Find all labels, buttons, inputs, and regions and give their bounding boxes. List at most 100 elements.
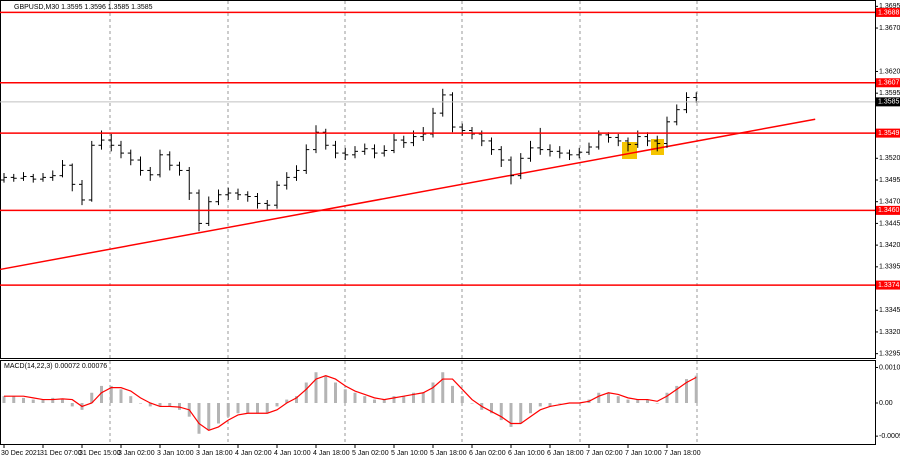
level-label: 1.3374 xyxy=(878,282,900,289)
macd-bar xyxy=(529,403,532,414)
macd-bar xyxy=(655,403,659,404)
y-tick-label: 1.3470 xyxy=(879,199,900,206)
y-tick-label: 1.3395 xyxy=(879,264,900,271)
macd-bar xyxy=(100,385,103,403)
macd-bar xyxy=(694,375,698,403)
macd-bar xyxy=(460,396,464,403)
x-tick-label: 5 Jan 02:00 xyxy=(352,450,389,457)
macd-bar xyxy=(246,403,250,414)
macd-bar xyxy=(61,399,64,403)
macd-bar xyxy=(304,382,308,403)
macd-bar xyxy=(382,399,386,403)
macd-bar xyxy=(665,392,669,403)
macd-bar xyxy=(158,403,162,407)
y-tick-label: 1.3670 xyxy=(879,25,900,32)
y-tick-label: 1.3445 xyxy=(879,220,900,227)
macd-bar xyxy=(597,392,601,403)
x-tick-label: 31 Dec 07:00 xyxy=(40,450,82,457)
macd-bar xyxy=(324,375,328,403)
macd-bar xyxy=(256,403,259,414)
macd-bar xyxy=(685,379,688,403)
macd-bar xyxy=(295,396,298,403)
day-separators xyxy=(109,1,698,444)
current-price-label: 1.3585 xyxy=(878,99,900,106)
macd-bar xyxy=(197,403,201,434)
macd-bar xyxy=(51,397,55,403)
macd-bar xyxy=(207,403,211,431)
macd-bar xyxy=(41,399,45,403)
macd-bar xyxy=(22,397,25,403)
macd-bar xyxy=(519,403,523,424)
macd-bar xyxy=(451,385,454,403)
x-tick-label: 3 Jan 18:00 xyxy=(196,450,233,457)
macd-bar xyxy=(626,399,630,403)
macd-bar xyxy=(12,396,16,403)
macd-bar xyxy=(392,396,396,403)
macd-bar xyxy=(470,403,474,404)
macd-bar xyxy=(148,403,152,407)
macd-bar xyxy=(421,392,425,403)
macd-bar xyxy=(509,403,513,427)
y-tick-label: 1.3495 xyxy=(879,177,900,184)
macd-bar xyxy=(675,385,679,403)
macd-bar xyxy=(353,392,357,403)
level-box xyxy=(876,280,900,290)
macd-bar xyxy=(109,385,113,403)
x-tick-label: 7 Jan 18:00 xyxy=(664,450,701,457)
macd-bar xyxy=(236,403,240,414)
y-tick-label: 1.3520 xyxy=(879,155,900,162)
y-tick-label: 1.3295 xyxy=(879,351,900,358)
x-tick-label: 3 Jan 02:00 xyxy=(118,450,155,457)
macd-bar xyxy=(70,403,74,407)
y-tick-label: 1.3320 xyxy=(879,329,900,336)
x-tick-label: 30 Dec 2021 xyxy=(1,450,41,457)
x-tick-label: 4 Jan 02:00 xyxy=(235,450,272,457)
level-label: 1.3549 xyxy=(878,130,900,137)
macd-bar xyxy=(636,399,640,403)
x-tick-label: 7 Jan 02:00 xyxy=(586,450,623,457)
macd-bar xyxy=(558,403,562,404)
x-tick-label: 6 Jan 10:00 xyxy=(508,450,545,457)
y-tick-label: 1.3345 xyxy=(879,307,900,314)
macd-bar xyxy=(314,372,318,403)
y-tick-label: 1.3595 xyxy=(879,90,900,97)
macd-bar xyxy=(607,392,610,403)
level-box xyxy=(876,7,900,17)
macd-bar xyxy=(363,396,367,403)
x-tick-label: 4 Jan 10:00 xyxy=(274,450,311,457)
x-tick-label: 3 Jan 10:00 xyxy=(157,450,194,457)
macd-bar xyxy=(168,403,172,407)
macd-bar xyxy=(285,399,289,403)
macd-bar xyxy=(490,403,493,414)
macd-bar xyxy=(226,403,230,417)
level-label: 1.3460 xyxy=(878,207,900,214)
level-label: 1.3688 xyxy=(878,9,900,16)
macd-title: MACD(14,22,3) 0.00072 0.00076 xyxy=(4,363,107,370)
level-label: 1.3607 xyxy=(878,80,900,87)
y-tick-label: 1.3420 xyxy=(879,242,900,249)
macd-bar xyxy=(646,399,649,403)
level-box xyxy=(876,205,900,215)
x-tick-label: 6 Jan 18:00 xyxy=(547,450,584,457)
macd-bar xyxy=(499,403,503,421)
level-box xyxy=(876,78,900,88)
macd-bar xyxy=(178,403,181,410)
x-tick-label: 6 Jan 02:00 xyxy=(469,450,506,457)
macd-bar xyxy=(275,403,279,407)
x-tick-label: 4 Jan 18:00 xyxy=(313,450,350,457)
y-tick-label: -0.00097 xyxy=(879,433,900,440)
macd-bar xyxy=(412,392,415,403)
macd-bar xyxy=(139,403,142,404)
macd-bar xyxy=(343,389,347,403)
macd-bar xyxy=(402,396,406,403)
macd-bar xyxy=(217,403,220,424)
x-tick-label: 5 Jan 18:00 xyxy=(430,450,467,457)
macd-bar xyxy=(441,372,445,403)
macd-bar xyxy=(129,396,133,403)
macd-bar xyxy=(373,399,376,403)
y-tick-label: 1.3695 xyxy=(879,3,900,10)
x-tick-label: 31 Dec 15:00 xyxy=(79,450,121,457)
